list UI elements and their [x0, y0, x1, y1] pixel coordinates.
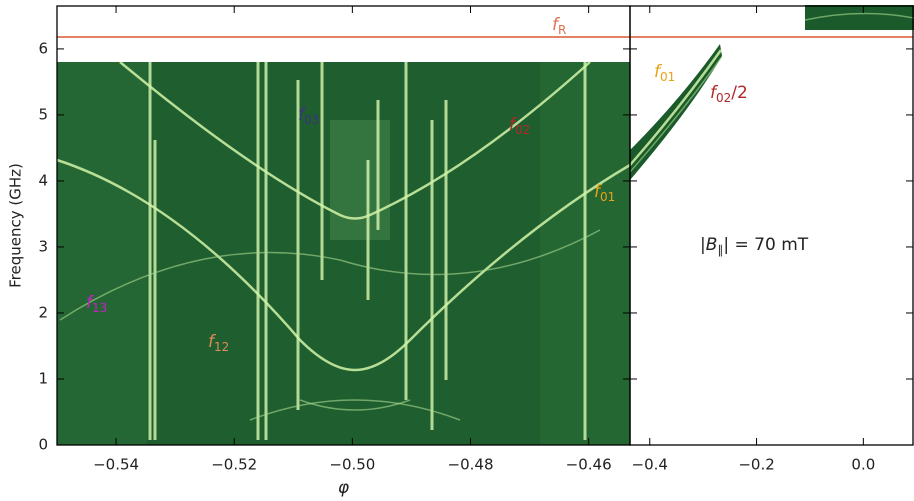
spectroscopy-image [56, 61, 631, 445]
annotation-sub: 02 [716, 91, 731, 105]
annotation: f01 [654, 62, 675, 84]
annotation: f12 [208, 332, 229, 354]
annotation-main: f [509, 115, 518, 135]
axes-frame [629, 5, 914, 446]
annotation-sub: 13 [92, 301, 107, 315]
y-tick-label: 4 [38, 171, 48, 189]
y-tick-label: 2 [38, 303, 48, 321]
annotation-main: f [552, 15, 561, 35]
annotation-sub: 02 [515, 123, 530, 137]
annotation-sub: 01 [600, 190, 615, 204]
y-tick-label: 0 [38, 436, 48, 454]
annotation-main: f [298, 105, 307, 125]
x-tick-label: −0.54 [93, 456, 139, 474]
annotation: f01 [594, 182, 615, 204]
y-tick-label: 5 [38, 105, 48, 123]
annotation: f13 [86, 293, 107, 315]
annotation-tail: | = 70 mT [723, 235, 808, 255]
x-tick-label: −0.52 [211, 456, 257, 474]
annotation-sub: 03 [304, 113, 319, 127]
annotation-tail: /2 [731, 83, 748, 103]
annotation: |B∥| = 70 mT [700, 235, 809, 257]
y-axis-label: Frequency (GHz) [7, 163, 25, 288]
x-tick-label: −0.48 [448, 456, 494, 474]
annotation-main: f [654, 62, 663, 82]
annotation: f02 [509, 115, 530, 137]
annotation-main: |B [700, 235, 717, 255]
x-tick-label: −0.46 [566, 456, 612, 474]
annotation: f03 [298, 105, 319, 127]
x-tick-label: −0.50 [329, 456, 375, 474]
annotation-main: f [208, 332, 217, 352]
annotation: f02/2 [710, 83, 748, 105]
annotation-main: f [594, 182, 603, 202]
annotation-sub: R [558, 23, 566, 37]
x-axis-label: φ [338, 478, 350, 498]
annotation-sub: 01 [660, 70, 675, 84]
annotation-sub: ∥ [717, 243, 723, 257]
annotation-main: f [710, 83, 719, 103]
y-tick-label: 1 [38, 369, 48, 387]
x-tick-label: −0.4 [632, 456, 668, 474]
y-tick-label: 3 [38, 237, 48, 255]
annotation: fR [552, 15, 566, 37]
x-tick-label: 0.0 [851, 456, 875, 474]
y-tick-label: 6 [38, 39, 48, 57]
spectroscopy-image [629, 5, 914, 180]
annotation-sub: 12 [214, 340, 229, 354]
annotation-main: f [86, 293, 95, 313]
x-tick-label: −0.2 [738, 456, 774, 474]
